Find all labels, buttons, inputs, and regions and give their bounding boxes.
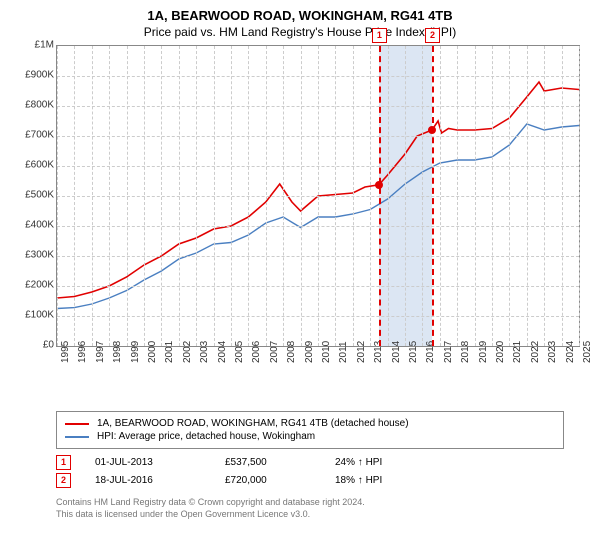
legend-item: 1A, BEARWOOD ROAD, WOKINGHAM, RG41 4TB (… bbox=[65, 418, 555, 429]
marker-number-icon: 1 bbox=[56, 455, 71, 470]
x-axis-label: 2012 bbox=[356, 341, 367, 363]
x-axis-label: 2022 bbox=[530, 341, 541, 363]
y-axis-label: £200K bbox=[18, 280, 54, 291]
chart-marker-1: 1 bbox=[372, 28, 387, 43]
footer-attribution: Contains HM Land Registry data © Crown c… bbox=[56, 496, 588, 520]
marker-row: 1 01-JUL-2013£537,50024% ↑ HPI bbox=[56, 455, 564, 470]
x-axis-label: 2005 bbox=[234, 341, 245, 363]
x-axis-label: 2008 bbox=[286, 341, 297, 363]
x-axis-label: 1999 bbox=[130, 341, 141, 363]
x-axis-label: 1998 bbox=[112, 341, 123, 363]
x-axis-label: 2009 bbox=[304, 341, 315, 363]
legend-item: HPI: Average price, detached house, Woki… bbox=[65, 431, 555, 442]
chart-area: £0 £100K £200K £300K £400K £500K £600K £700K £80… bbox=[20, 45, 580, 375]
x-axis-label: 2010 bbox=[321, 341, 332, 363]
marker-date: 18-JUL-2016 bbox=[95, 475, 225, 486]
x-axis-label: 2021 bbox=[512, 341, 523, 363]
marker-row: 2 18-JUL-2016£720,00018% ↑ HPI bbox=[56, 473, 564, 488]
x-axis-label: 2019 bbox=[478, 341, 489, 363]
x-axis-label: 2000 bbox=[147, 341, 158, 363]
legend-swatch bbox=[65, 423, 89, 425]
marker-price: £537,500 bbox=[225, 457, 335, 468]
marker-price: £720,000 bbox=[225, 475, 335, 486]
x-axis-label: 1996 bbox=[77, 341, 88, 363]
marker-date: 01-JUL-2013 bbox=[95, 457, 225, 468]
x-axis-label: 2002 bbox=[182, 341, 193, 363]
chart-legend: 1A, BEARWOOD ROAD, WOKINGHAM, RG41 4TB (… bbox=[56, 411, 564, 449]
footer-line-2: This data is licensed under the Open Gov… bbox=[56, 508, 588, 520]
data-point-1 bbox=[375, 181, 383, 189]
x-axis-label: 2004 bbox=[217, 341, 228, 363]
y-axis-label: £900K bbox=[18, 70, 54, 81]
y-axis-label: £600K bbox=[18, 160, 54, 171]
marker-hpi: 24% ↑ HPI bbox=[335, 457, 445, 468]
footer-line-1: Contains HM Land Registry data © Crown c… bbox=[56, 496, 588, 508]
y-axis-label: £100K bbox=[18, 310, 54, 321]
x-axis-label: 2001 bbox=[164, 341, 175, 363]
legend-label: 1A, BEARWOOD ROAD, WOKINGHAM, RG41 4TB (… bbox=[97, 418, 409, 429]
y-axis-label: £400K bbox=[18, 220, 54, 231]
y-axis-label: £1M bbox=[18, 40, 54, 51]
x-axis-label: 2025 bbox=[582, 341, 593, 363]
x-axis-label: 2018 bbox=[460, 341, 471, 363]
chart-subtitle: Price paid vs. HM Land Registry's House … bbox=[12, 25, 588, 39]
x-axis-label: 1995 bbox=[60, 341, 71, 363]
chart-title: 1A, BEARWOOD ROAD, WOKINGHAM, RG41 4TB bbox=[12, 8, 588, 23]
legend-label: HPI: Average price, detached house, Woki… bbox=[97, 431, 315, 442]
chart-marker-2: 2 bbox=[425, 28, 440, 43]
y-axis-label: £0 bbox=[18, 340, 54, 351]
marker-hpi: 18% ↑ HPI bbox=[335, 475, 445, 486]
plot-region: 1995199619971998199920002001200220032004… bbox=[56, 45, 580, 347]
x-axis-label: 2017 bbox=[443, 341, 454, 363]
marker-number-icon: 2 bbox=[56, 473, 71, 488]
y-axis-label: £500K bbox=[18, 190, 54, 201]
x-axis-label: 2015 bbox=[408, 341, 419, 363]
x-axis-label: 2006 bbox=[251, 341, 262, 363]
x-axis-label: 2014 bbox=[391, 341, 402, 363]
x-axis-label: 2024 bbox=[565, 341, 576, 363]
x-axis-label: 1997 bbox=[95, 341, 106, 363]
x-axis-label: 2011 bbox=[338, 341, 349, 363]
legend-swatch bbox=[65, 436, 89, 438]
y-axis-label: £700K bbox=[18, 130, 54, 141]
x-axis-label: 2023 bbox=[547, 341, 558, 363]
data-point-2 bbox=[428, 126, 436, 134]
x-axis-label: 2003 bbox=[199, 341, 210, 363]
y-axis-label: £300K bbox=[18, 250, 54, 261]
x-axis-label: 2016 bbox=[425, 341, 436, 363]
x-axis-label: 2020 bbox=[495, 341, 506, 363]
markers-table: 1 01-JUL-2013£537,50024% ↑ HPI 2 18-JUL-201… bbox=[56, 455, 564, 488]
x-axis-label: 2007 bbox=[269, 341, 280, 363]
y-axis-label: £800K bbox=[18, 100, 54, 111]
